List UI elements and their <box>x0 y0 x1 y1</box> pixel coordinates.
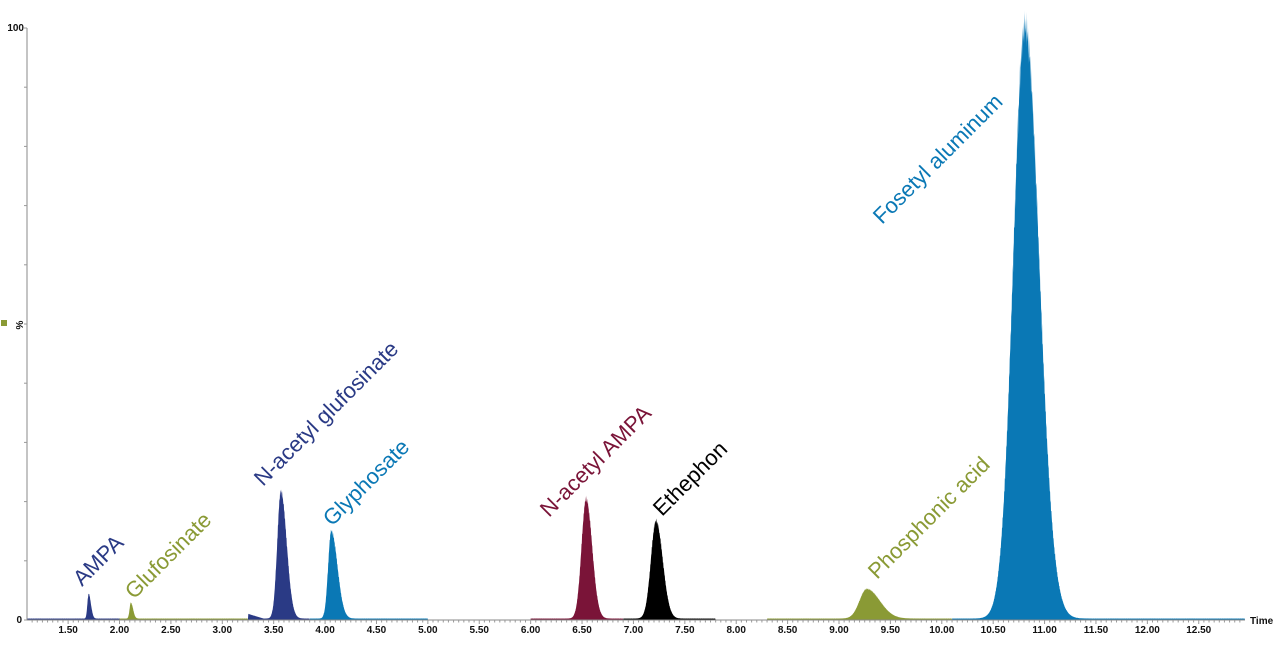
x-tick-label: 10.00 <box>929 625 954 636</box>
x-tick-label: 4.00 <box>315 625 335 636</box>
x-tick-label: 5.00 <box>418 625 438 636</box>
peak-label: Fosetyl aluminum <box>868 89 1008 229</box>
plot-area <box>27 10 1245 620</box>
x-tick-label: 3.00 <box>213 625 233 636</box>
x-tick-label: 12.50 <box>1186 625 1211 636</box>
peak-label: AMPA <box>68 530 129 591</box>
axes: 100 0 Time % 1.50 2.00 2.50 3.00 3.50 4.00 4.5… <box>1 23 1274 636</box>
y-tick-label-100: 100 <box>7 23 24 34</box>
trace-segment-0 <box>27 593 120 620</box>
x-tick-label: 4.50 <box>367 625 387 636</box>
trace-segment-3 <box>309 529 428 620</box>
trace-segment-5 <box>623 518 716 620</box>
x-tick-label: 11.50 <box>1084 625 1109 636</box>
legend-marker <box>1 320 7 326</box>
x-tick-label: 8.50 <box>778 625 798 636</box>
x-tick-label: 3.50 <box>264 625 284 636</box>
x-tick-label: 11.00 <box>1032 625 1057 636</box>
x-tick-label: 10.50 <box>981 625 1006 636</box>
y-tick-label-0: 0 <box>16 615 22 626</box>
x-tick-label: 9.00 <box>829 625 849 636</box>
x-tick-label: 8.00 <box>726 625 746 636</box>
x-tick-label: 6.50 <box>572 625 592 636</box>
peak-label: Phosphonic acid <box>863 452 995 584</box>
x-axis-label: Time <box>1250 616 1274 627</box>
trace-segment-6 <box>767 588 953 620</box>
x-tick-label: 1.50 <box>58 625 78 636</box>
x-tick-label: 2.50 <box>161 625 181 636</box>
trace-segment-2 <box>248 489 310 620</box>
x-tick-label: 12.00 <box>1135 625 1160 636</box>
trace-segment-7 <box>952 10 1245 620</box>
peak-label: N-acetyl AMPA <box>535 400 656 521</box>
peak-label: Ethephon <box>648 436 732 520</box>
peak-label: Glyphosate <box>318 434 414 530</box>
x-tick-label: 5.50 <box>470 625 490 636</box>
x-tick-label: 6.00 <box>521 625 541 636</box>
peak-label: Glufosinate <box>120 507 216 603</box>
y-axis-label: % <box>15 320 26 329</box>
x-tick-label: 7.00 <box>624 625 644 636</box>
x-tick-label: 2.00 <box>110 625 130 636</box>
trace-segment-1 <box>119 602 248 620</box>
x-tick-label: 7.50 <box>675 625 695 636</box>
x-tick-label: 9.50 <box>881 625 901 636</box>
